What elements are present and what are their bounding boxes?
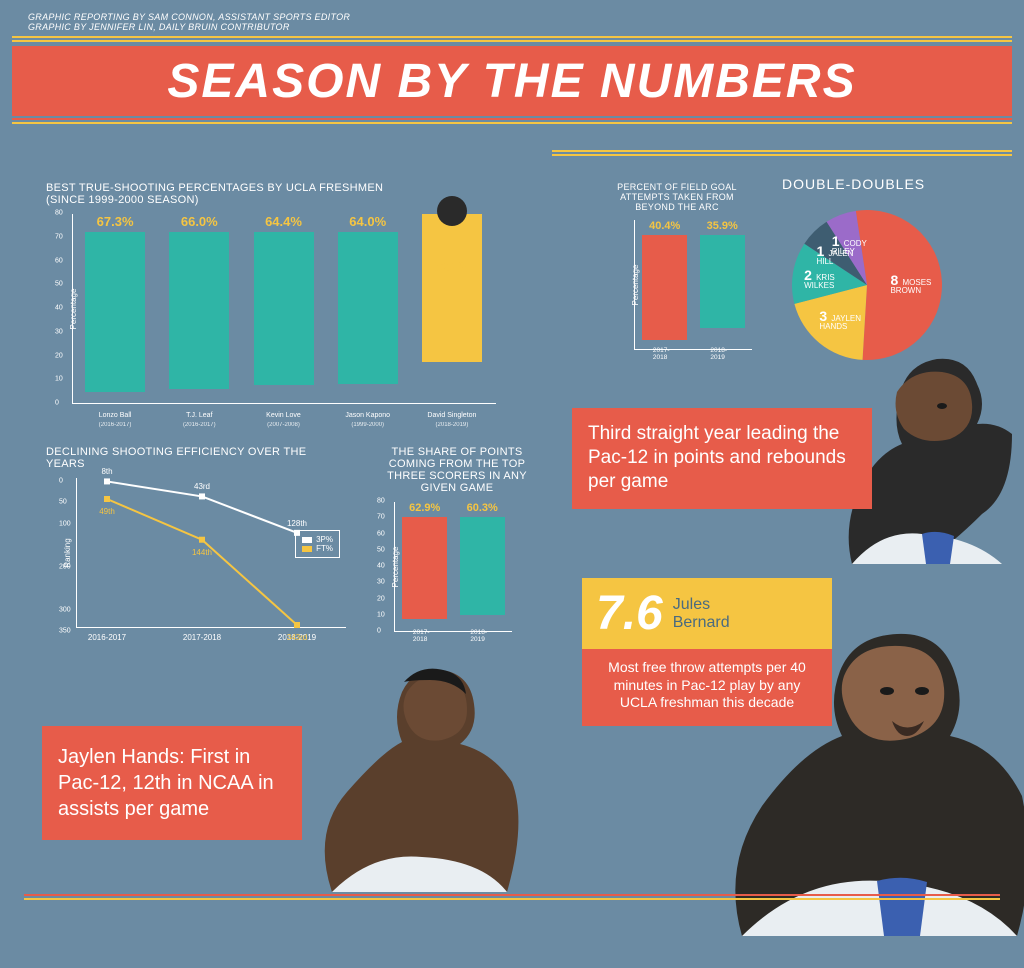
callout-pac12-leader: Third straight year leading the Pac-12 i… — [572, 408, 872, 509]
bar: 64.4%Kevin Love(2007-2008) — [251, 214, 315, 403]
bar: 67.3%Lonzo Ball(2016-2017) — [83, 214, 147, 403]
band-lines-bottom — [12, 118, 1012, 126]
player-name: Jules Bernard — [673, 596, 730, 631]
content-area: BEST TRUE-SHOOTING PERCENTAGES BY UCLA F… — [12, 146, 1012, 926]
pie-slice-label: 3 JAYLENHANDS — [819, 309, 861, 331]
accent-rule — [552, 150, 1012, 156]
chart-plot: Ranking 3P% FT% 0501002003003502016-2017… — [76, 478, 346, 628]
big-number: 7.6 — [596, 586, 663, 641]
bottom-accent-band — [24, 894, 1000, 902]
credit-line-1: GRAPHIC REPORTING BY SAM CONNON, ASSISTA… — [28, 12, 1012, 22]
bar: 64.0%Jason Kapono(1999-2000) — [336, 214, 400, 403]
y-axis-label: Percentage — [69, 288, 78, 329]
infographic-page: GRAPHIC REPORTING BY SAM CONNON, ASSISTA… — [0, 0, 1024, 968]
pie-slice-label: 2 KRISWILKES — [804, 268, 835, 290]
callout-top: 7.6 Jules Bernard — [582, 578, 832, 649]
chart-true-shooting: BEST TRUE-SHOOTING PERCENTAGES BY UCLA F… — [46, 182, 496, 404]
callout-bottom: Most free throw attempts per 40 minutes … — [582, 649, 832, 726]
y-axis-label: Percentage — [631, 264, 640, 305]
pie-slice-label: 8 MOSESBROWN — [890, 273, 931, 295]
bar: 62.9%2017-2018 — [401, 502, 449, 631]
pie-wrap: 8 MOSESBROWN3 JAYLENHANDS2 KRISWILKES1 J… — [782, 200, 952, 370]
pie-slice-label: 1 CODYRILEY — [832, 234, 867, 256]
chart-title: PERCENT OF FIELD GOAL ATTEMPTS TAKEN FRO… — [612, 182, 742, 212]
chart-plot: Percentage 0102030405060708067.3%Lonzo B… — [72, 214, 496, 404]
chart-top3-share: THE SHARE OF POINTS COMING FROM THE TOP … — [372, 446, 532, 632]
player-illustration-2 — [292, 622, 542, 892]
headline-text: SEASON BY THE NUMBERS — [167, 54, 856, 109]
bar: 62.2%David Singleton(2018-2019) — [420, 214, 484, 403]
band-lines-top — [12, 36, 1012, 44]
bar: 66.0%T.J. Leaf(2016-2017) — [167, 214, 231, 403]
bar: 40.4%2017-2018 — [641, 220, 689, 349]
pie-title: DOUBLE-DOUBLES — [782, 176, 1002, 192]
y-axis-label: Percentage — [391, 546, 400, 587]
bar: 60.3%2018-2019 — [459, 502, 507, 631]
legend: 3P% FT% — [295, 530, 340, 558]
legend-label-0: 3P% — [316, 535, 333, 544]
chart-title: THE SHARE OF POINTS COMING FROM THE TOP … — [372, 446, 542, 494]
chart-double-doubles: DOUBLE-DOUBLES 8 MOSESBROWN 3 JAYLENHANDS… — [782, 176, 1002, 370]
chart-title: DECLINING SHOOTING EFFICIENCY OVER THE Y… — [46, 446, 346, 470]
chart-3pt-attempts: PERCENT OF FIELD GOAL ATTEMPTS TAKEN FRO… — [612, 182, 752, 350]
credit-line-2: GRAPHIC BY JENNIFER LIN, DAILY BRUIN CON… — [28, 22, 1012, 32]
legend-label-1: FT% — [316, 544, 333, 553]
chart-shooting-efficiency: DECLINING SHOOTING EFFICIENCY OVER THE Y… — [46, 446, 346, 628]
chart-plot: Percentage 62.9%2017-201860.3%2018-20190… — [394, 502, 512, 632]
callout-jaylen-hands: Jaylen Hands: First in Pac-12, 12th in N… — [42, 726, 302, 840]
chart-title: BEST TRUE-SHOOTING PERCENTAGES BY UCLA F… — [46, 182, 496, 206]
callout-jules-bernard: 7.6 Jules Bernard Most free throw attemp… — [582, 578, 832, 726]
bar: 35.9%2018-2019 — [699, 220, 747, 349]
credits: GRAPHIC REPORTING BY SAM CONNON, ASSISTA… — [28, 12, 1012, 32]
headline-band: SEASON BY THE NUMBERS — [12, 36, 1012, 126]
chart-plot: Percentage 40.4%2017-201835.9%2018-2019 — [634, 220, 752, 350]
headline-bar: SEASON BY THE NUMBERS — [12, 46, 1012, 116]
